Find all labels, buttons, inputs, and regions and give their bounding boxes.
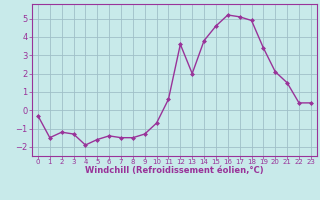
X-axis label: Windchill (Refroidissement éolien,°C): Windchill (Refroidissement éolien,°C) (85, 166, 264, 175)
